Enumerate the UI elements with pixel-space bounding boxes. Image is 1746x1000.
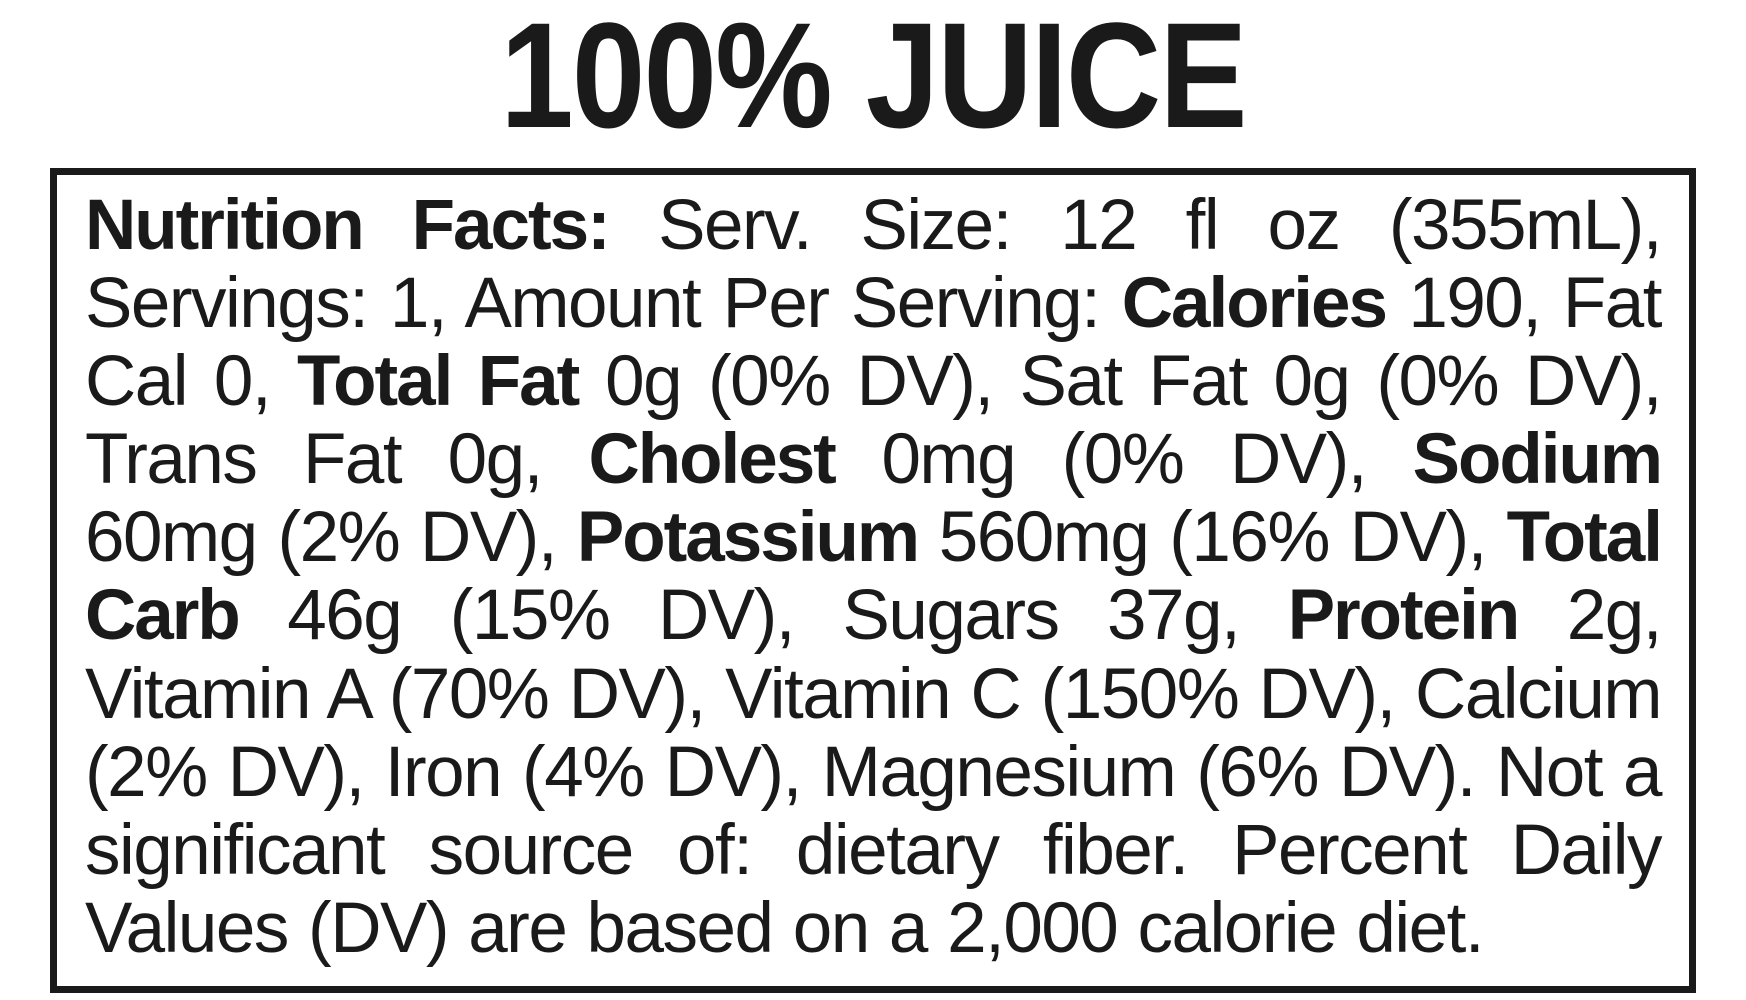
serv-size-label: Serv. Size: xyxy=(658,186,1011,265)
headline: 100% JUICE xyxy=(149,0,1597,150)
vitamin-a: Vitamin A (70% DV), xyxy=(85,655,705,734)
sodium-label: Sodium xyxy=(1413,420,1661,499)
servings-label: Servings: xyxy=(85,264,367,343)
potassium-label: Potassium xyxy=(577,498,918,577)
servings-value: 1, xyxy=(390,264,446,343)
calories-value: 190, xyxy=(1408,264,1540,343)
cholest-label: Cholest xyxy=(588,420,834,499)
cholest-value: 0mg (0% DV), xyxy=(881,420,1366,499)
vitamin-c: Vitamin C (150% DV), xyxy=(725,655,1395,734)
iron: Iron (4% DV), xyxy=(385,733,801,812)
potassium-value: 560mg (16% DV), xyxy=(939,498,1486,577)
nutrition-body: Nutrition Facts: Serv. Size: 12 fl oz (3… xyxy=(85,187,1661,968)
total-carb-value: 46g (15% DV), xyxy=(287,576,794,655)
serv-size-value: 12 fl oz (355mL), xyxy=(1060,186,1661,265)
protein-value: 2g, xyxy=(1567,576,1661,655)
nutrition-panel: Nutrition Facts: Serv. Size: 12 fl oz (3… xyxy=(50,168,1696,993)
sat-fat: Sat Fat 0g (0% DV), xyxy=(1020,342,1661,421)
amount-per-serving-label: Amount Per Serving: xyxy=(465,264,1100,343)
trans-fat: Trans Fat 0g, xyxy=(85,420,542,499)
sodium-value: 60mg (2% DV), xyxy=(85,498,556,577)
total-fat-value: 0g (0% DV), xyxy=(605,342,993,421)
total-fat-label: Total Fat xyxy=(297,342,578,421)
calories-label: Calories xyxy=(1122,264,1386,343)
magnesium: Magnesium (6% DV). xyxy=(822,733,1475,812)
nutrition-label-page: 100% JUICE Nutrition Facts: Serv. Size: … xyxy=(0,0,1746,1000)
protein-label: Protein xyxy=(1288,576,1519,655)
nutrition-facts-label: Nutrition Facts: xyxy=(85,186,609,265)
sugars: Sugars 37g, xyxy=(843,576,1240,655)
